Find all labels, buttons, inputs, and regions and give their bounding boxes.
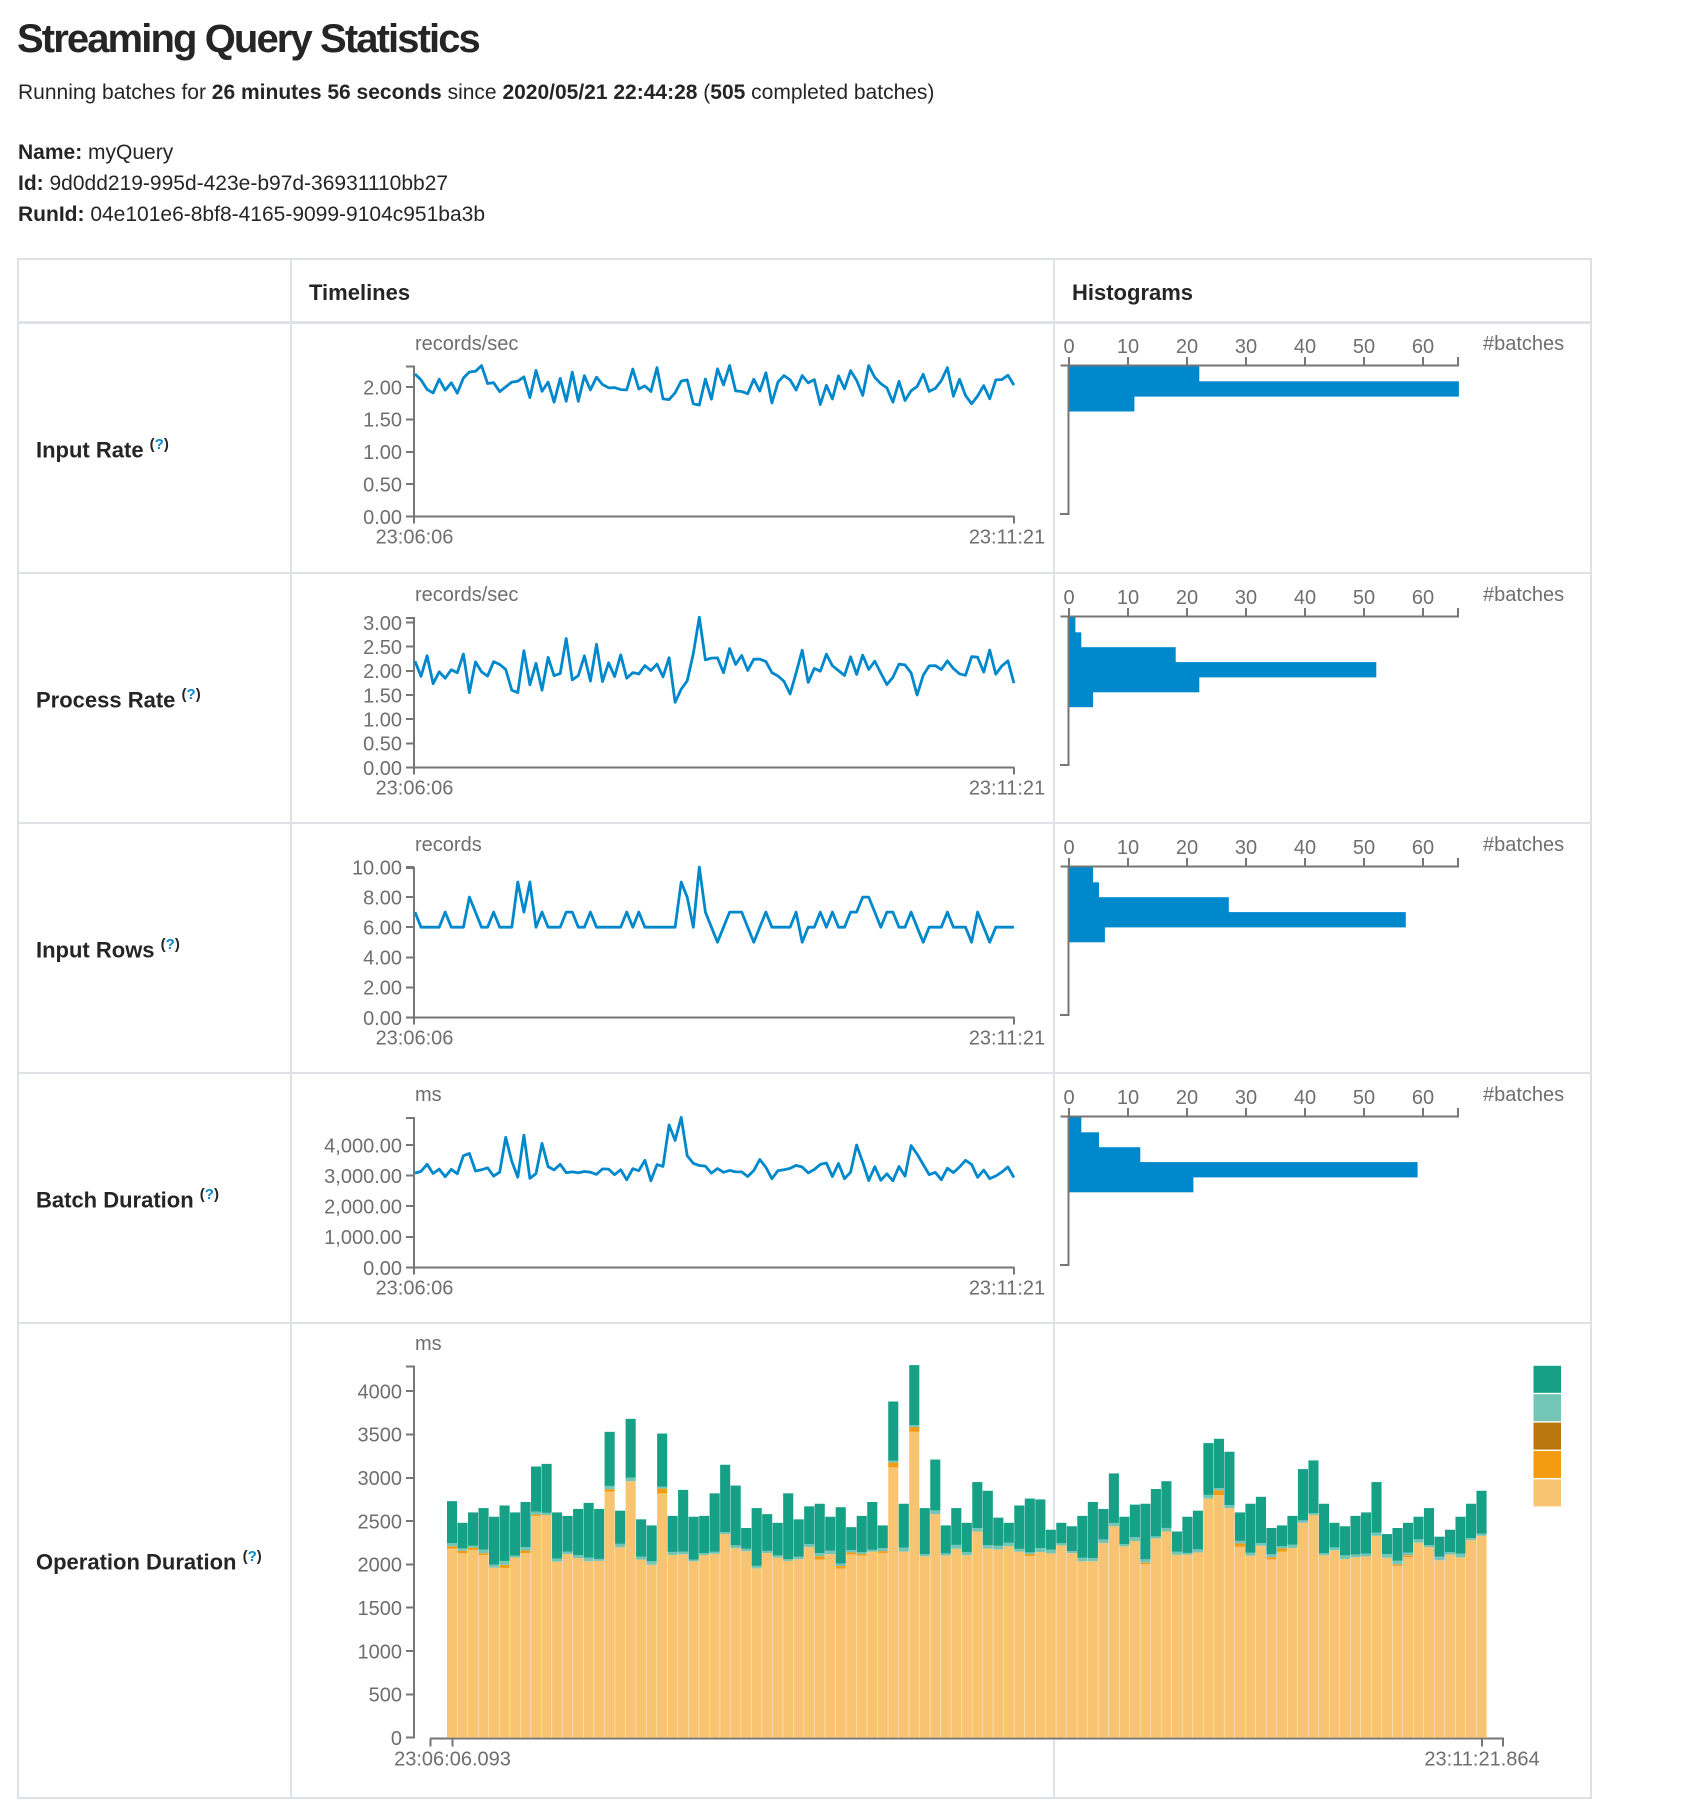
svg-text:40: 40 <box>1294 336 1316 358</box>
svg-text:0: 0 <box>1063 336 1074 358</box>
svg-text:1.50: 1.50 <box>363 685 402 707</box>
svg-text:records/sec: records/sec <box>415 333 518 355</box>
svg-text:0.50: 0.50 <box>363 474 402 496</box>
svg-text:2,000.00: 2,000.00 <box>324 1197 402 1219</box>
svg-text:23:11:21: 23:11:21 <box>969 527 1045 549</box>
svg-text:20: 20 <box>1176 336 1198 358</box>
svg-text:23:06:06: 23:06:06 <box>376 1028 454 1050</box>
svg-text:23:11:21: 23:11:21 <box>969 1028 1045 1050</box>
svg-text:20: 20 <box>1176 837 1198 859</box>
svg-text:3000: 3000 <box>358 1468 403 1490</box>
svg-text:40: 40 <box>1294 587 1316 609</box>
svg-text:#batches: #batches <box>1483 834 1564 856</box>
svg-text:30: 30 <box>1235 587 1257 609</box>
svg-text:ms: ms <box>415 1084 442 1106</box>
svg-text:4,000.00: 4,000.00 <box>324 1135 402 1157</box>
svg-text:23:06:06: 23:06:06 <box>376 1278 454 1300</box>
svg-text:40: 40 <box>1294 837 1316 859</box>
svg-text:10: 10 <box>1117 587 1139 609</box>
svg-text:0.00: 0.00 <box>363 507 402 529</box>
svg-text:3.00: 3.00 <box>363 613 402 635</box>
svg-text:8.00: 8.00 <box>363 887 402 909</box>
svg-text:0.00: 0.00 <box>363 758 402 780</box>
svg-text:4000: 4000 <box>358 1381 403 1403</box>
svg-text:23:11:21: 23:11:21 <box>969 778 1045 800</box>
svg-text:1,000.00: 1,000.00 <box>324 1227 402 1249</box>
svg-text:#batches: #batches <box>1483 333 1564 355</box>
svg-text:10: 10 <box>1117 837 1139 859</box>
svg-text:50: 50 <box>1353 587 1375 609</box>
svg-text:1.00: 1.00 <box>363 710 402 732</box>
svg-text:0: 0 <box>391 1728 402 1750</box>
svg-text:23:11:21.864: 23:11:21.864 <box>1424 1749 1539 1771</box>
svg-text:23:06:06.093: 23:06:06.093 <box>394 1749 511 1771</box>
svg-text:23:06:06: 23:06:06 <box>376 527 454 549</box>
svg-text:4.00: 4.00 <box>363 948 402 970</box>
svg-text:60: 60 <box>1412 336 1434 358</box>
svg-text:#batches: #batches <box>1483 584 1564 606</box>
svg-text:60: 60 <box>1412 587 1434 609</box>
svg-text:2.00: 2.00 <box>363 978 402 1000</box>
svg-text:20: 20 <box>1176 1087 1198 1109</box>
svg-text:records/sec: records/sec <box>415 584 518 606</box>
svg-text:ms: ms <box>415 1333 442 1355</box>
svg-text:1.50: 1.50 <box>363 410 402 432</box>
svg-text:2500: 2500 <box>358 1511 403 1533</box>
svg-text:3,000.00: 3,000.00 <box>324 1166 402 1188</box>
svg-text:0.50: 0.50 <box>363 734 402 756</box>
svg-text:2.00: 2.00 <box>363 377 402 399</box>
svg-text:30: 30 <box>1235 1087 1257 1109</box>
svg-text:10: 10 <box>1117 336 1139 358</box>
svg-text:records: records <box>415 834 482 856</box>
svg-text:10.00: 10.00 <box>352 857 402 879</box>
svg-text:23:11:21: 23:11:21 <box>969 1278 1045 1300</box>
svg-text:0: 0 <box>1063 587 1074 609</box>
svg-text:6.00: 6.00 <box>363 918 402 940</box>
svg-text:40: 40 <box>1294 1087 1316 1109</box>
svg-text:50: 50 <box>1353 837 1375 859</box>
svg-text:500: 500 <box>369 1685 402 1707</box>
svg-text:30: 30 <box>1235 336 1257 358</box>
svg-text:3500: 3500 <box>358 1425 403 1447</box>
svg-text:10: 10 <box>1117 1087 1139 1109</box>
svg-text:60: 60 <box>1412 1087 1434 1109</box>
svg-text:#batches: #batches <box>1483 1084 1564 1106</box>
svg-text:0.00: 0.00 <box>363 1258 402 1280</box>
svg-text:50: 50 <box>1353 336 1375 358</box>
svg-text:50: 50 <box>1353 1087 1375 1109</box>
svg-text:30: 30 <box>1235 837 1257 859</box>
svg-text:1500: 1500 <box>358 1598 403 1620</box>
svg-text:0: 0 <box>1063 1087 1074 1109</box>
svg-text:2.00: 2.00 <box>363 661 402 683</box>
svg-text:20: 20 <box>1176 587 1198 609</box>
svg-text:60: 60 <box>1412 837 1434 859</box>
svg-text:1000: 1000 <box>358 1641 403 1663</box>
svg-text:1.00: 1.00 <box>363 442 402 464</box>
svg-text:2.50: 2.50 <box>363 637 402 659</box>
svg-text:23:06:06: 23:06:06 <box>376 778 454 800</box>
svg-text:0: 0 <box>1063 837 1074 859</box>
svg-text:0.00: 0.00 <box>363 1008 402 1030</box>
svg-text:2000: 2000 <box>358 1555 403 1577</box>
